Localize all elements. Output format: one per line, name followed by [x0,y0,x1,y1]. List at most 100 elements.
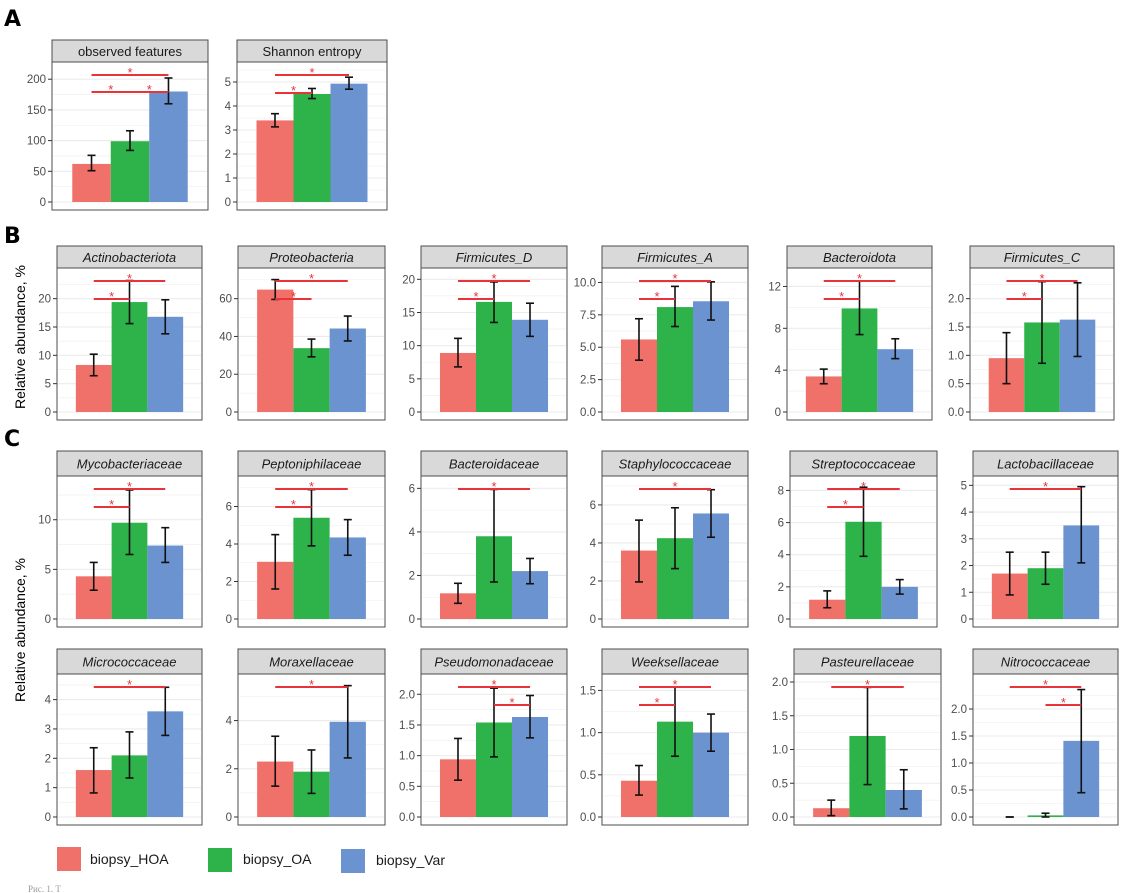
facet-strip [237,450,386,477]
y-tick-label: 5 [225,77,231,89]
y-tick-label: 4 [226,539,233,551]
facet-panel: observed features 0 50 100 150 200 * * * [27,39,209,211]
significance-star: * [654,695,659,710]
y-tick-label: 0 [225,197,231,209]
significance-star: * [309,677,314,692]
facet-panel: Streptococcaceae 0 2 4 6 8 * * [778,450,938,628]
facet-title: Actinobacteriota [82,250,176,265]
y-tick-label: 1.0 [399,751,415,763]
facet-title: Proteobacteria [269,250,354,265]
y-tick-label: 0 [409,407,415,419]
facet-panel: Actinobacteriota 0 5 10 15 20 * * [38,245,203,421]
facet-strip [972,648,1119,675]
significance-star: * [1022,289,1027,304]
y-tick-label: 0.0 [399,812,415,824]
y-tick-label: 2 [225,149,231,161]
y-tick-label: 6 [226,502,232,514]
facet-strip [601,648,749,675]
y-tick-label: 8 [778,485,784,497]
facet-strip [789,450,938,477]
y-tick-label: 50 [33,166,46,178]
significance-star: * [1043,479,1048,494]
significance-star: * [857,271,862,286]
bar-biopsy-hoa [257,289,294,412]
facet-panel: Pseudomonadaceae 0.0 0.5 1.0 1.5 2.0 * * [399,648,568,826]
y-tick-label: 4 [590,538,597,550]
facet-panel: Firmicutes_A 0.0 2.5 5.0 7.5 10.0 * * [574,245,749,421]
y-tick-label: 1.5 [951,731,967,743]
facet-title: Bacteroidota [823,250,896,265]
y-tick-label: 0 [409,614,415,626]
y-tick-label: 0.5 [772,778,788,790]
y-tick-label: 0.5 [948,379,964,391]
y-tick-label: 10 [38,515,51,527]
facet-strip [237,648,386,675]
legend-swatch-var [341,849,365,873]
y-tick-label: 1 [961,587,967,599]
y-tick-label: 0 [226,614,232,626]
y-axis-label-c: Relative abundance, % [12,558,28,702]
y-tick-label: 2 [409,570,415,582]
significance-star: * [109,289,114,304]
facet-title: Pseudomonadaceae [434,655,553,670]
significance-star: * [1061,695,1066,710]
significance-star: * [843,497,848,512]
y-tick-label: 2 [226,577,232,589]
y-tick-label: 2 [45,753,51,765]
y-tick-label: 1.0 [951,758,967,770]
y-tick-label: 6 [778,518,784,530]
y-tick-label: 0 [40,197,46,209]
significance-star: * [309,479,314,494]
y-tick-label: 15 [402,307,415,319]
significance-star: * [509,695,514,710]
y-tick-label: 4 [775,365,782,377]
significance-star: * [309,271,314,286]
y-tick-label: 0 [226,407,232,419]
facet-title: Firmicutes_C [1004,250,1081,265]
y-tick-label: 100 [27,136,46,148]
y-tick-label: 2.0 [951,704,967,716]
significance-star: * [1043,677,1048,692]
facet-title: Nitrococcaceae [1001,655,1091,670]
facet-strip [601,450,749,477]
y-tick-label: 1.0 [772,745,788,757]
facet-strip [972,450,1119,477]
y-tick-label: 3 [45,724,51,736]
bar-biopsy-oa [110,141,150,202]
panel-label-c: C [4,427,20,452]
panel-label-a: A [4,7,21,32]
facet-title: Staphylococcaceae [619,457,732,472]
y-tick-label: 20 [38,294,51,306]
significance-star: * [309,65,314,80]
significance-star: * [672,479,677,494]
y-tick-label: 2.5 [580,375,596,387]
y-tick-label: 0.5 [399,781,415,793]
facet-panel: Bacteroidaceae 0 2 4 6 * [409,450,568,628]
y-tick-label: 2.0 [772,677,788,689]
y-tick-label: 20 [219,369,232,381]
y-tick-label: 1.5 [772,711,788,723]
bar-biopsy-var [330,83,368,202]
y-tick-label: 2.0 [948,294,964,306]
y-tick-label: 40 [219,331,232,343]
y-tick-label: 0 [961,614,967,626]
facet-strip [56,648,203,675]
y-tick-label: 1.0 [580,728,596,740]
facet-panel: Pasteurellaceae 0.0 0.5 1.0 1.5 2.0 * [772,648,942,826]
facet-title: Peptoniphilaceae [262,457,362,472]
significance-star: * [839,289,844,304]
facet-strip [793,648,942,675]
bar-biopsy-oa [293,94,331,202]
significance-star: * [108,82,113,97]
significance-star: * [491,677,496,692]
legend-item-hoa: biopsy_HOA [57,847,169,871]
y-tick-label: 0.5 [951,785,967,797]
bar-biopsy-oa [293,348,330,412]
y-tick-label: 4 [778,550,785,562]
y-tick-label: 1.5 [580,685,596,697]
y-tick-label: 0 [778,614,784,626]
significance-star: * [491,479,496,494]
y-tick-label: 5 [45,379,51,391]
y-tick-label: 4 [225,101,232,113]
